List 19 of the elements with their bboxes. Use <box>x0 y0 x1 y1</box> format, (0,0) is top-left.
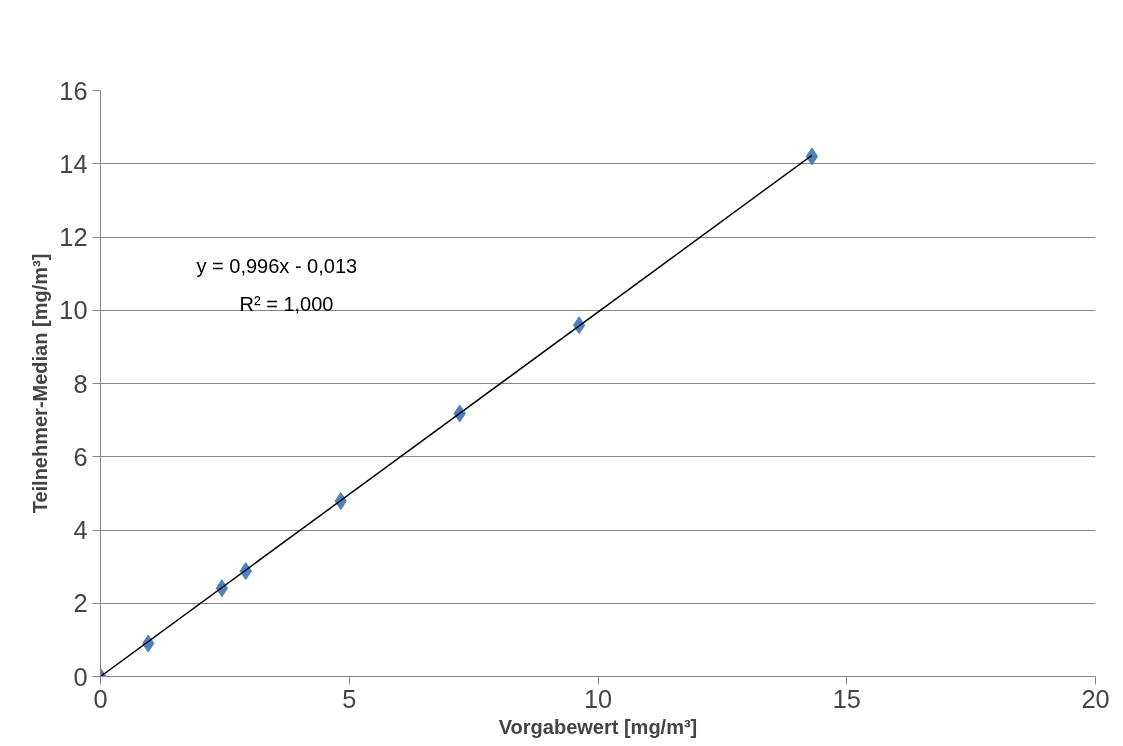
y-tick-label: 2 <box>73 589 88 618</box>
y-tick-label: 12 <box>59 223 88 251</box>
x-tick-label: 20 <box>1081 684 1110 713</box>
y-tick-label: 6 <box>73 442 88 471</box>
x-axis-title: Vorgabewert [mg/m³] <box>498 715 698 738</box>
y-axis-title: Teilnehmer-Median [mg/m³] <box>29 253 52 514</box>
x-tick-label: 10 <box>583 684 613 713</box>
x-tick-label: 5 <box>342 684 357 713</box>
y-tick-label: 14 <box>59 149 88 178</box>
y-tick-label: 16 <box>59 76 88 105</box>
point <box>805 147 819 166</box>
annotation: y = 0,996x - 0,013 <box>196 254 358 277</box>
y-tick-label: 4 <box>73 516 88 544</box>
x-tick-label: 15 <box>832 684 861 713</box>
y-tick-label: 10 <box>59 296 88 325</box>
x-tick-label: 0 <box>93 684 108 713</box>
y-tick-label: 8 <box>73 369 88 398</box>
y-tick-label: 0 <box>73 662 88 691</box>
annotation: R² = 1,000 <box>239 292 334 315</box>
